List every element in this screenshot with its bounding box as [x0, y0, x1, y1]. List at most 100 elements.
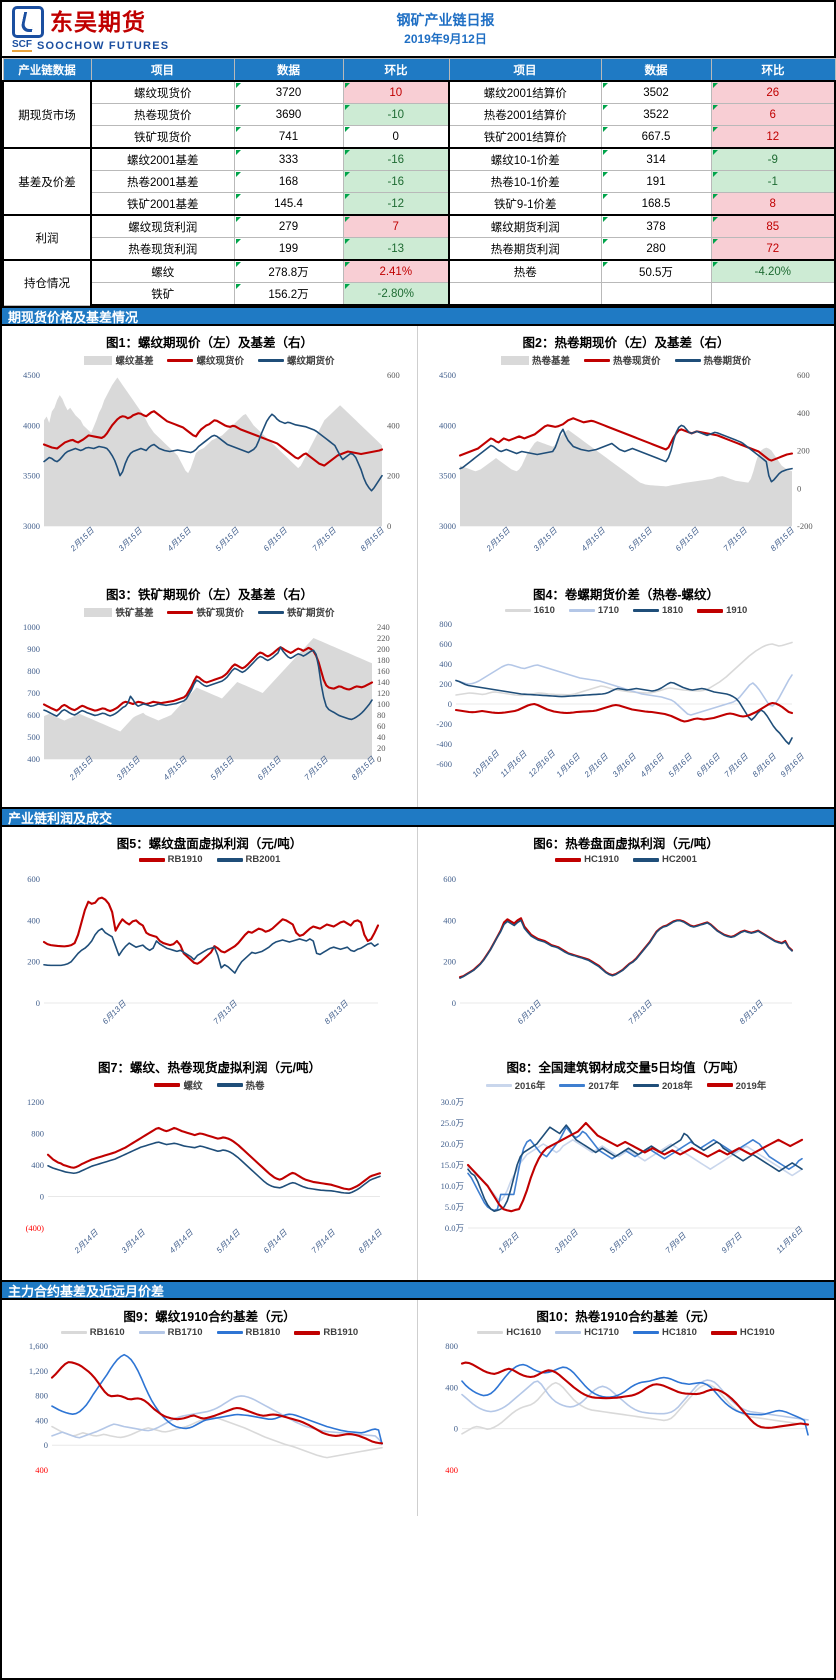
chart-cell-6: 图6：热卷盘面虚拟利润（元/吨） HC1910 HC2001 0 200 400 60…: [418, 827, 834, 1051]
chart-plot-3: 400 500 600 700 800 900 1000 0 20 40 60 80 100 120 140…: [2, 621, 417, 773]
legend-item: RB1810: [216, 1327, 281, 1338]
legend-item: 热卷: [216, 1078, 265, 1092]
legend-item: RB1910: [294, 1327, 358, 1338]
svg-text:400: 400: [35, 1415, 48, 1425]
table-item-label: 螺纹2001结算价: [448, 80, 602, 104]
table-value: 191: [600, 170, 712, 193]
legend-label: HC1910: [584, 854, 619, 865]
legend-label: RB1810: [245, 1327, 281, 1338]
legend-label: HC1810: [662, 1327, 697, 1338]
legend-swatch-line: [138, 857, 165, 862]
legend-label: 螺纹基差: [115, 356, 154, 367]
svg-text:3500: 3500: [439, 471, 456, 481]
table-change: 6: [710, 103, 836, 126]
svg-text:10.0万: 10.0万: [441, 1181, 464, 1191]
chart-row-4: 图7：螺纹、热卷现货虚拟利润（元/吨） 螺纹 热卷 (400) 0 400 800 12…: [2, 1051, 834, 1280]
table-group-label: 期现货市场: [2, 80, 92, 149]
legend-label: HC1710: [584, 1327, 619, 1338]
svg-text:600: 600: [439, 639, 452, 649]
svg-text:200: 200: [439, 679, 452, 689]
legend-swatch-line: [583, 358, 610, 362]
table-item-label: 螺纹2001基差: [90, 147, 235, 171]
chart-legend-6: HC1910 HC2001: [418, 854, 834, 865]
svg-text:140: 140: [377, 677, 390, 687]
chart-title-2: 图2：热卷期现价（左）及基差（右）: [522, 336, 730, 350]
chart-title-5: 图5：螺纹盘面虚拟利润（元/吨）: [116, 837, 303, 851]
legend-item: 螺纹现货价: [167, 353, 244, 367]
chart-xaxis-2: 2月15日 3月15日 4月15日 5月15日 6月15日 7月15日 8月15日: [418, 526, 834, 578]
table-change: -16: [342, 147, 450, 171]
legend-swatch-line: [633, 857, 659, 862]
table-header-cell: 项目: [90, 58, 235, 82]
legend-label: 螺纹现货价: [196, 356, 244, 367]
svg-text:0: 0: [44, 1440, 48, 1450]
svg-text:0.0万: 0.0万: [445, 1223, 464, 1233]
legend-item: 螺纹: [154, 1078, 203, 1092]
table-item-label: 热卷10-1价差: [448, 170, 602, 193]
table-value: 145.4: [233, 192, 344, 216]
chart-row-5: 图9：螺纹1910合约基差（元） RB1610 RB1710 RB1810 RB…: [2, 1300, 834, 1516]
table-change: -10: [342, 103, 450, 126]
table-change: -12: [342, 192, 450, 216]
chart-plot-5: 0 200 400 600: [2, 867, 417, 1017]
chart-title-1: 图1：螺纹期现价（左）及基差（右）: [106, 336, 313, 350]
legend-item: 1610: [504, 605, 555, 616]
table-value: 3720: [233, 80, 344, 104]
legend-label: RB1910: [167, 854, 203, 865]
legend-label: RB1710: [167, 1327, 203, 1338]
legend-item: 1710: [568, 605, 619, 616]
table-item-label: 铁矿9-1价差: [448, 192, 602, 216]
chart-plot-6: 0 200 400 600: [418, 867, 834, 1017]
table-row: 铁矿 156.2万 -2.80%: [3, 282, 836, 306]
svg-text:240: 240: [377, 622, 390, 632]
svg-text:600: 600: [797, 370, 810, 380]
chart-legend-10: HC1610 HC1710 HC1810 HC1910: [418, 1327, 834, 1338]
table-value: 280: [600, 237, 712, 261]
svg-text:180: 180: [377, 655, 390, 665]
legend-swatch-line: [674, 358, 701, 362]
legend-item: HC1710: [555, 1327, 619, 1338]
svg-text:0: 0: [452, 998, 456, 1008]
table-row: 持仓情况 螺纹 278.8万 2.41% 热卷 50.5万 -4.20%: [2, 259, 836, 306]
table-item-label: 螺纹现货价: [90, 80, 235, 104]
legend-swatch-line: [477, 1331, 504, 1334]
svg-text:200: 200: [377, 644, 390, 654]
svg-text:400: 400: [387, 420, 400, 430]
svg-text:0: 0: [387, 521, 391, 531]
legend-label: RB2001: [245, 854, 281, 865]
chart-xaxis-8: 1月2日 3月10日 5月10日 7月9日 9月7日 11月16日: [418, 1225, 834, 1280]
svg-text:30.0万: 30.0万: [441, 1097, 464, 1107]
table-item-label: 热卷: [448, 259, 602, 283]
svg-text:220: 220: [377, 633, 390, 643]
legend-label: 热卷: [245, 1081, 265, 1092]
svg-text:-200: -200: [436, 719, 452, 729]
chart-row-1: 图1：螺纹期现价（左）及基差（右） 螺纹基差 螺纹现货价 螺纹期货价 3000 3…: [2, 326, 834, 578]
chart-legend-8: 2016年 2017年 2018年 2019年: [418, 1078, 834, 1092]
svg-text:0: 0: [377, 754, 381, 764]
legend-swatch-line: [485, 1083, 512, 1087]
legend-label: 热卷基差: [531, 356, 570, 367]
legend-item: RB1910: [138, 854, 203, 865]
legend-swatch-line: [154, 1083, 181, 1087]
chart-plot-2: 3000 3500 4000 4500 -200 0 200 400 600: [418, 369, 834, 544]
table-row: 铁矿现货价 741 0 铁矿2001结算价 667.5 12: [3, 125, 836, 149]
chart-row-2: 图3：铁矿期现价（左）及基差（右） 铁矿基差 铁矿现货价 铁矿期货价 400 50…: [2, 578, 834, 807]
legend-swatch-line: [706, 1083, 733, 1087]
svg-text:4000: 4000: [439, 420, 456, 430]
table-header-cell: 产业链数据: [2, 58, 92, 82]
svg-text:800: 800: [439, 619, 452, 629]
legend-item: 螺纹期货价: [258, 353, 335, 367]
table-item-label: 螺纹现货利润: [90, 214, 235, 238]
svg-text:15.0万: 15.0万: [441, 1160, 464, 1170]
table-item-label: 铁矿现货价: [90, 125, 235, 149]
legend-swatch-line: [216, 1083, 243, 1087]
table-change: -1: [710, 170, 836, 193]
table-change: 10: [342, 80, 450, 104]
chart-cell-4: 图4：卷螺期货价差（热卷-螺纹） 1610 1710 1810 1910 -60…: [418, 578, 834, 807]
table-row: 热卷现货利润 199 -13 热卷期货利润 280 72: [3, 237, 836, 261]
svg-text:20: 20: [377, 743, 386, 753]
legend-label: HC1910: [739, 1327, 775, 1338]
svg-text:20.0万: 20.0万: [441, 1139, 464, 1149]
table-change: -4.20%: [710, 259, 836, 283]
table-value: 168: [233, 170, 344, 193]
